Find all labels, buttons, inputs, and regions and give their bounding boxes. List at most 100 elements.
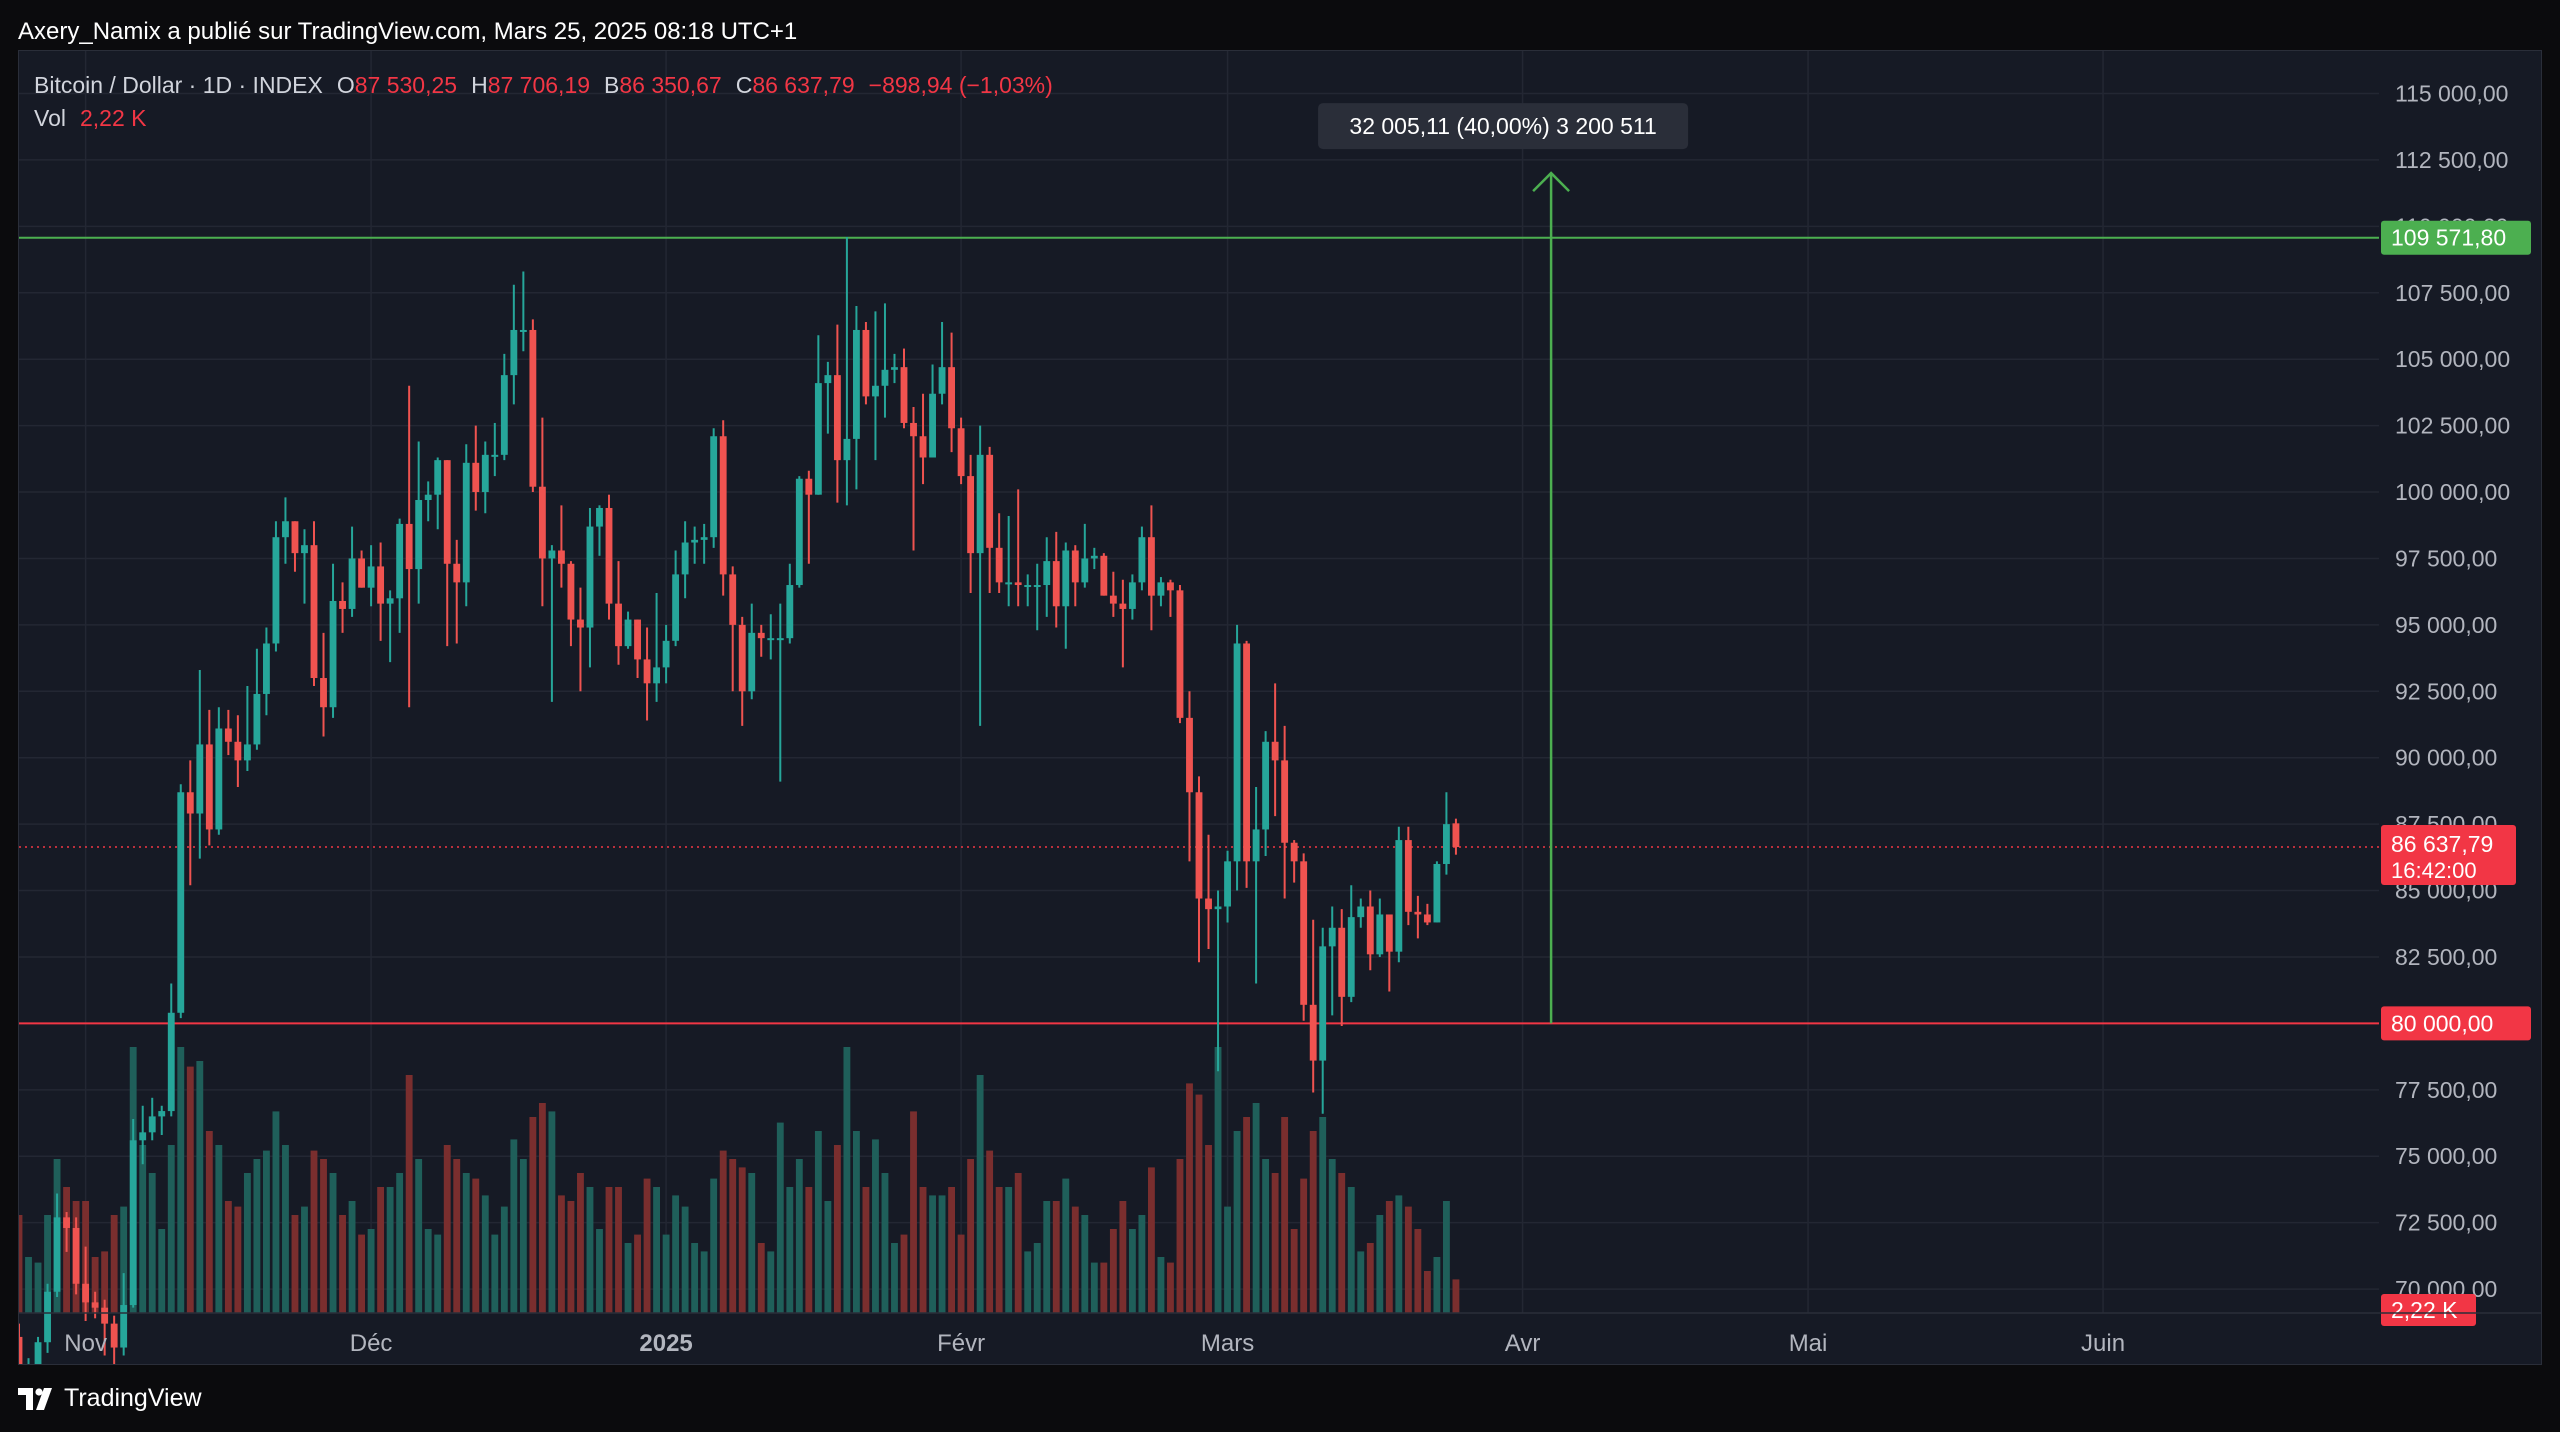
volume-bar	[262, 1150, 270, 1313]
candlestick-chart[interactable]: 32 005,11 (40,00%) 3 200 511 115 000,00 1…	[19, 51, 2541, 1364]
price-tick-label: 82 500,00	[2395, 944, 2497, 970]
volume-bar	[1328, 1159, 1336, 1313]
volume-bar	[148, 1173, 156, 1313]
volume-bars	[19, 1047, 1460, 1313]
volume-bar	[700, 1251, 708, 1313]
resistance-price-tag	[2381, 220, 2531, 255]
candle-body	[1024, 585, 1032, 588]
volume-bar	[1385, 1201, 1393, 1313]
candle-body	[1423, 914, 1431, 923]
candle-body	[567, 563, 575, 620]
volume-bar	[1338, 1173, 1346, 1313]
price-tick-label: 112 500,00	[2395, 147, 2508, 173]
candle-body	[643, 659, 651, 684]
volume-bar	[872, 1139, 879, 1313]
candle-body	[548, 550, 556, 559]
candle-body	[1224, 861, 1231, 907]
candle-body	[1052, 561, 1060, 607]
volume-bar	[348, 1201, 356, 1313]
chart-pane[interactable]: 32 005,11 (40,00%) 3 200 511 115 000,00 1…	[18, 50, 2542, 1365]
candle-body	[729, 574, 737, 625]
price-tick-label: 72 500,00	[2395, 1210, 2497, 1236]
price-tick-label: 75 000,00	[2395, 1143, 2497, 1169]
volume-bar	[243, 1173, 251, 1313]
candle-body	[1186, 717, 1193, 793]
volume-bar	[967, 1159, 975, 1313]
time-tick-label: Avr	[1505, 1330, 1541, 1357]
volume-bar	[843, 1047, 851, 1313]
volume-bar	[1005, 1187, 1013, 1313]
candle-body	[443, 460, 451, 564]
candle-body	[91, 1302, 99, 1308]
candle-body	[672, 574, 680, 641]
candle-body	[158, 1111, 166, 1117]
candle-body	[434, 460, 442, 495]
symbol-name[interactable]: Bitcoin / Dollar · 1D · INDEX	[34, 72, 323, 98]
publication-header: Axery_Namix a publié sur TradingView.com…	[18, 18, 798, 45]
candle-body	[1100, 555, 1108, 596]
candle-body	[481, 454, 489, 493]
time-tick-label: Mars	[1201, 1330, 1254, 1357]
volume-bar	[310, 1150, 318, 1313]
volume-bar	[1157, 1257, 1165, 1313]
price-tick-label: 90 000,00	[2395, 745, 2497, 771]
volume-bar	[120, 1206, 128, 1313]
volume-bar	[624, 1243, 632, 1313]
candle-body	[1062, 550, 1070, 607]
candle-body	[424, 494, 432, 501]
volume-bar	[500, 1206, 508, 1313]
volume-bar	[1300, 1178, 1308, 1313]
candle-body	[386, 598, 394, 604]
time-tick-label: 2025	[639, 1330, 692, 1357]
candle-body	[177, 792, 185, 1013]
candle-body	[1233, 643, 1241, 862]
candle-body	[44, 1291, 51, 1343]
candle-body	[719, 436, 727, 575]
volume-bar	[339, 1215, 346, 1313]
volume-bar	[948, 1187, 956, 1313]
volume-bar	[1100, 1262, 1108, 1313]
candle-body	[1071, 550, 1079, 583]
volume-bar	[358, 1234, 366, 1313]
volume-bar	[1062, 1178, 1070, 1313]
candle-body	[1290, 842, 1298, 862]
candle-body	[710, 436, 718, 538]
candle-body	[872, 385, 879, 397]
volume-bar	[1014, 1173, 1022, 1313]
volume-bar	[1233, 1131, 1241, 1313]
candle-body	[348, 558, 356, 609]
price-tick-label: 115 000,00	[2395, 81, 2508, 107]
candle-body	[243, 744, 251, 761]
volume-bar	[377, 1187, 385, 1313]
candle-body	[738, 624, 746, 692]
candle-body	[1414, 911, 1422, 915]
volume-bar	[1395, 1195, 1403, 1313]
volume-bar	[1109, 1229, 1117, 1313]
low-label: B	[604, 72, 620, 98]
candle-body	[891, 367, 898, 370]
volume-bar	[186, 1066, 194, 1313]
candle-body	[814, 383, 822, 495]
candle-body	[862, 329, 870, 397]
candle-body	[34, 1342, 42, 1364]
candle-body	[472, 462, 480, 493]
candle-body	[1157, 582, 1165, 596]
volume-bar	[1262, 1159, 1270, 1313]
candles	[19, 236, 1460, 1364]
candle-body	[53, 1217, 61, 1292]
volume-bar	[396, 1173, 404, 1313]
volume-bar	[833, 1145, 841, 1313]
volume-bar	[814, 1131, 822, 1313]
candle-body	[1404, 840, 1412, 912]
volume-bar	[224, 1201, 232, 1313]
volume-bar	[19, 1215, 23, 1313]
volume-bar	[1281, 1117, 1289, 1313]
brand-footer[interactable]: TradingView	[18, 1384, 202, 1413]
volume-bar	[738, 1167, 746, 1313]
volume-label: Vol	[34, 105, 66, 131]
high-label: H	[471, 72, 488, 98]
candle-body	[1033, 585, 1041, 588]
volume-bar	[167, 1145, 175, 1313]
volume-bar	[881, 1173, 889, 1313]
volume-bar	[91, 1257, 99, 1313]
